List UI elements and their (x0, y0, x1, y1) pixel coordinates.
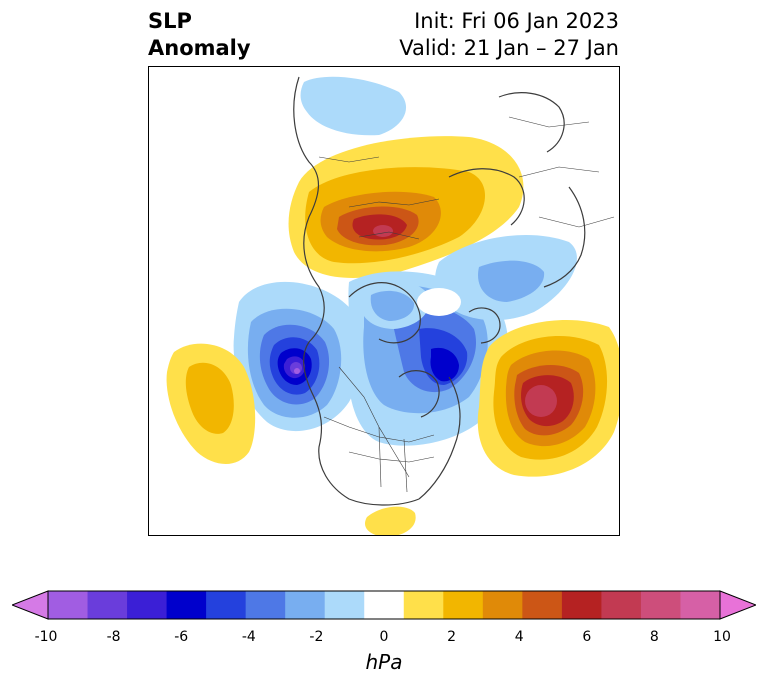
colorbar (12, 590, 756, 620)
coastlines (293, 76, 586, 506)
colorbar-segment (601, 591, 642, 619)
colorbar-tick-label: -2 (309, 629, 324, 645)
colorbar-segment (206, 591, 247, 619)
colorbar-segment (522, 591, 563, 619)
colorbar-tick-label: 10 (713, 629, 731, 645)
gulf-of-mexico-high-anomaly (365, 506, 416, 535)
arctic-europe-low-anomaly (358, 278, 430, 329)
scandinavia-low-anomaly (435, 234, 577, 321)
colorbar-segment (403, 591, 444, 619)
colorbar-segment (443, 591, 484, 619)
arctic-neutral-zone (417, 288, 461, 316)
colorbar-tick-label: 0 (379, 629, 389, 645)
colorbar-tick-label: 6 (582, 629, 592, 645)
colorbar-tick-label: -6 (174, 629, 189, 645)
north-pacific-high-anomaly (166, 343, 256, 465)
colorbar-extend-max (719, 590, 756, 620)
colorbar-tick-label: -10 (34, 629, 58, 645)
colorbar-segment (245, 591, 286, 619)
colorbar-segment (127, 591, 168, 619)
north-atlantic-high-anomaly (477, 319, 619, 477)
colorbar-segment (285, 591, 326, 619)
colorbar-tick-label: -4 (241, 629, 256, 645)
colorbar-segment (364, 591, 405, 619)
colorbar-outline (47, 590, 721, 620)
colorbar-unit: hPa (365, 650, 403, 674)
colorbar-segment (87, 591, 128, 619)
valid-range: Valid: 21 Jan – 27 Jan (399, 36, 619, 60)
title-type: Anomaly (148, 36, 251, 60)
colorbar-segment (324, 591, 365, 619)
colorbar-segment (640, 591, 681, 619)
colorbar-segment (561, 591, 602, 619)
colorbar-tick-label: -8 (106, 629, 121, 645)
colorbar-segment (48, 591, 89, 619)
title-variable: SLP (148, 9, 192, 33)
anomaly-map (148, 66, 620, 536)
colorbar-tick-label: 4 (514, 629, 524, 645)
europe-low-anomaly (300, 76, 407, 136)
colorbar-segment (482, 591, 523, 619)
title-left: SLP Anomaly (148, 8, 251, 62)
colorbar-tick-label: 8 (649, 629, 659, 645)
colorbar-segment (166, 591, 207, 619)
colorbar-extend-min (12, 590, 49, 620)
colorbar-tick-label: 2 (447, 629, 457, 645)
map-svg (166, 76, 619, 535)
colorbar-svg (12, 590, 756, 620)
political-borders (318, 116, 615, 493)
init-date: Init: Fri 06 Jan 2023 (414, 9, 619, 33)
title-right: Init: Fri 06 Jan 2023 Valid: 21 Jan – 27… (399, 8, 619, 62)
colorbar-segment (680, 591, 721, 619)
